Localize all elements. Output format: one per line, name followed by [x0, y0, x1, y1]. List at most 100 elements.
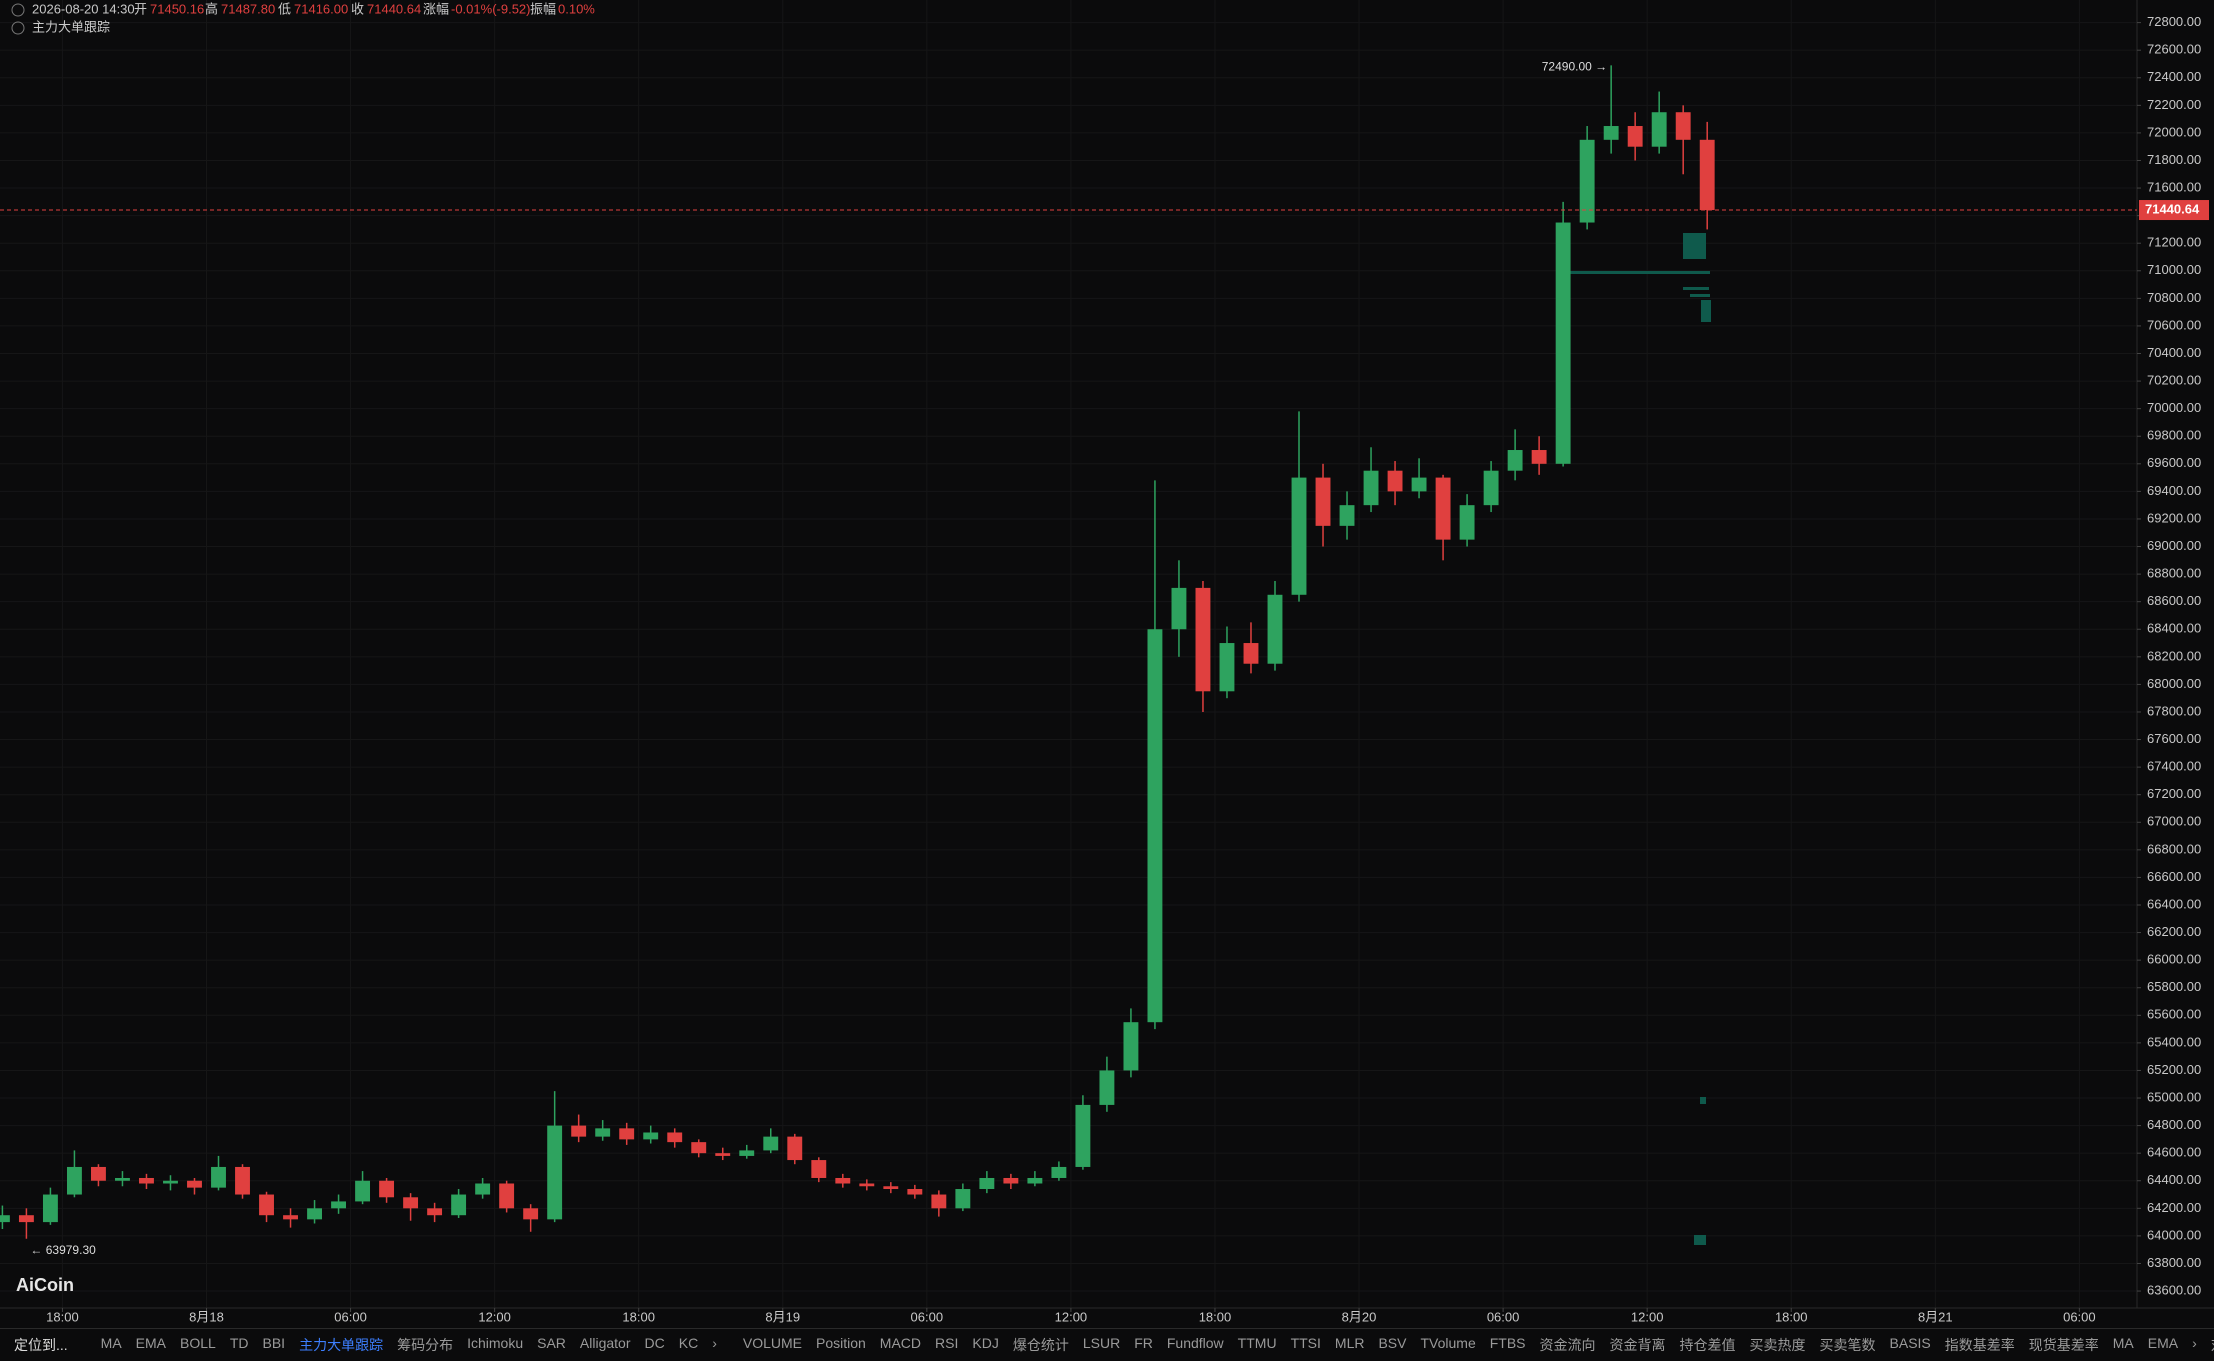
candle-body [931, 1194, 947, 1209]
locate-button[interactable]: 定位到... [14, 1337, 68, 1353]
toolbar-item[interactable]: TD [229, 1335, 249, 1351]
x-tick-label: 8月18 [189, 1309, 224, 1324]
candle-body [259, 1194, 274, 1216]
candle-body [283, 1215, 298, 1220]
x-tick-label: 06:00 [2063, 1309, 2096, 1324]
toolbar-item[interactable]: 对数 [2211, 1335, 2214, 1355]
toolbar-item[interactable]: 主力大单跟踪 [299, 1337, 384, 1353]
candle-body [835, 1177, 851, 1184]
toolbar-item[interactable]: BSV [1378, 1335, 1407, 1351]
sub-indicators: VOLUME Position MACD RSI KDJ 爆仓统计 LSUR FR Fundfl… [736, 1335, 2204, 1355]
toolbar-item[interactable]: 资金背离 [1609, 1337, 1666, 1353]
indicator-name: 主力大单跟踪 [32, 19, 110, 34]
candle-body [667, 1132, 683, 1143]
grid [0, 0, 2137, 1308]
candle-body [139, 1177, 154, 1184]
toolbar-item[interactable]: Fundflow [1166, 1335, 1224, 1351]
toolbar-item[interactable]: TTMU [1237, 1335, 1277, 1351]
toolbar-item[interactable]: EMA [135, 1335, 167, 1351]
toolbar-item[interactable]: › [712, 1335, 717, 1351]
y-tick-label: 71800.00 [2147, 152, 2201, 167]
candle-body [91, 1166, 106, 1181]
y-tick-label: 65000.00 [2147, 1089, 2201, 1104]
toolbar-item[interactable]: › [2192, 1335, 2197, 1351]
toolbar-item[interactable]: VOLUME [742, 1335, 802, 1351]
candle-body [1555, 222, 1571, 464]
toolbar-item[interactable]: MLR [1334, 1335, 1365, 1351]
toolbar-item[interactable]: 资金流向 [1539, 1337, 1596, 1353]
toolbar-item[interactable]: 持仓差值 [1679, 1337, 1736, 1353]
header-value: 71487.80 [221, 1, 275, 16]
toolbar-item[interactable]: KC [678, 1335, 699, 1351]
x-tick-label: 06:00 [911, 1309, 944, 1324]
candle-body [739, 1150, 755, 1156]
candle-body [1195, 587, 1211, 692]
toolbar-item[interactable]: 指数基差率 [1944, 1337, 2015, 1353]
toolbar-item[interactable]: DC [644, 1335, 665, 1351]
toolbar-item[interactable]: 买卖热度 [1749, 1337, 1806, 1353]
y-tick-label: 66400.00 [2147, 896, 2201, 911]
header-label: 开 [134, 1, 147, 16]
candle-body [427, 1208, 443, 1216]
toolbar-item[interactable]: MACD [879, 1335, 922, 1351]
toolbar-item[interactable]: EMA [2147, 1335, 2179, 1351]
y-tick-label: 70400.00 [2147, 345, 2201, 360]
toolbar-item[interactable]: KDJ [972, 1335, 999, 1351]
candle-body [1291, 477, 1307, 595]
toolbar-item[interactable]: 现货基差率 [2028, 1337, 2099, 1353]
toolbar-item[interactable]: FR [1134, 1335, 1153, 1351]
toolbar-item[interactable]: MA [100, 1335, 122, 1351]
y-tick-label: 72400.00 [2147, 69, 2201, 84]
icon [11, 21, 25, 35]
candle-body [1675, 112, 1691, 140]
y-tick-label: 64000.00 [2147, 1227, 2201, 1242]
candle-body [307, 1208, 322, 1220]
header-time: 2026-08-20 14:30 [32, 1, 135, 16]
toolbar-item[interactable]: BASIS [1889, 1335, 1931, 1351]
toolbar-item[interactable]: BBI [262, 1335, 286, 1351]
chart: 2026-08-20 14:30 开 71450.16 高 71487.80 低… [0, 0, 2214, 1325]
y-tick-label: 65200.00 [2147, 1062, 2201, 1077]
toolbar-item[interactable]: TVolume [1420, 1335, 1476, 1351]
candle-body [0, 1215, 10, 1223]
candle-body [235, 1166, 250, 1195]
toolbar-item[interactable]: BOLL [180, 1335, 216, 1351]
order-block [1690, 294, 1710, 297]
toolbar-item[interactable]: SAR [537, 1335, 566, 1351]
candle-body [1051, 1166, 1067, 1178]
toolbar-item[interactable]: TTSI [1290, 1335, 1321, 1351]
candle-body [1123, 1022, 1139, 1071]
y-tick-label: 70000.00 [2147, 400, 2201, 415]
toolbar-item[interactable]: Position [815, 1335, 866, 1351]
toolbar-item[interactable]: Alligator [579, 1335, 631, 1351]
y-tick-label: 67600.00 [2147, 731, 2201, 746]
candle-body [42, 1194, 58, 1223]
y-tick-label: 64600.00 [2147, 1145, 2201, 1160]
toolbar-item[interactable]: FTBS [1489, 1335, 1526, 1351]
header-label: 振幅 [530, 1, 556, 16]
y-tick-label: 68000.00 [2147, 676, 2201, 691]
toolbar-item[interactable]: Ichimoku [467, 1335, 524, 1351]
y-tick-label: 69800.00 [2147, 428, 2201, 443]
x-tick-label: 12:00 [1631, 1309, 1664, 1324]
toolbar-item[interactable]: LSUR [1082, 1335, 1121, 1351]
toolbar-item[interactable]: 筹码分布 [397, 1337, 454, 1353]
toolbar-item[interactable]: 爆仓统计 [1012, 1337, 1069, 1353]
order-blocks [1556, 233, 1711, 1245]
x-tick-label: 18:00 [622, 1309, 655, 1324]
toolbar-item[interactable]: MA [2112, 1335, 2134, 1351]
toolbar-item[interactable]: 买卖笔数 [1819, 1337, 1876, 1353]
y-tick-label: 67800.00 [2147, 703, 2201, 718]
candle-body [1459, 505, 1475, 540]
candle-body [787, 1136, 803, 1161]
candle-body [187, 1180, 202, 1188]
candle-body [1531, 450, 1547, 464]
y-tick-label: 68800.00 [2147, 566, 2201, 581]
candle-body [66, 1166, 82, 1195]
y-tick-label: 63800.00 [2147, 1255, 2201, 1270]
toolbar-item[interactable]: RSI [935, 1335, 959, 1351]
y-tick-label: 65800.00 [2147, 979, 2201, 994]
candle-body [211, 1166, 226, 1188]
y-tick-label: 64400.00 [2147, 1172, 2201, 1187]
